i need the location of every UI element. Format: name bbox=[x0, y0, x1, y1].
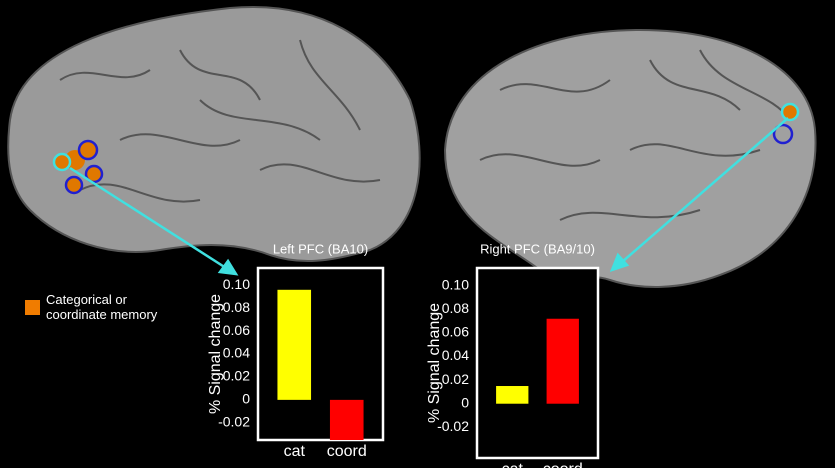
plot-frame bbox=[258, 268, 383, 440]
y-tick-label: 0.06 bbox=[223, 322, 250, 338]
bar bbox=[277, 290, 311, 400]
y-tick-label: 0.04 bbox=[223, 345, 250, 361]
brain-left bbox=[8, 7, 419, 261]
legend-label: Categorical or coordinate memory bbox=[46, 292, 166, 322]
chart-title: Left PFC (BA10) bbox=[273, 241, 368, 256]
x-tick-label: cat bbox=[502, 461, 524, 468]
x-tick-label: cat bbox=[284, 443, 306, 460]
x-tick-label: coord bbox=[543, 461, 583, 468]
chart-title: Right PFC (BA9/10) bbox=[480, 241, 595, 256]
y-tick-label: 0.10 bbox=[442, 276, 469, 292]
bar bbox=[330, 400, 364, 440]
figure: Left PFC (BA10)% Signal change-0.0200.02… bbox=[0, 0, 835, 468]
y-tick-label: 0 bbox=[461, 394, 469, 410]
chart: Left PFC (BA10)% Signal change-0.0200.02… bbox=[0, 0, 835, 468]
plot-frame bbox=[477, 268, 598, 458]
legend: Categorical or coordinate memory bbox=[25, 292, 166, 322]
legend-swatch bbox=[25, 300, 40, 315]
y-tick-label: 0.06 bbox=[442, 324, 469, 340]
y-tick-label: 0.04 bbox=[442, 347, 469, 363]
y-tick-label: 0 bbox=[242, 391, 250, 407]
bar bbox=[496, 386, 528, 404]
y-tick-label: 0.08 bbox=[223, 299, 250, 315]
y-axis-label: % Signal change bbox=[207, 294, 224, 414]
bar bbox=[547, 319, 579, 404]
y-tick-label: 0.02 bbox=[223, 368, 250, 384]
y-tick-label: -0.02 bbox=[218, 414, 250, 430]
y-tick-label: 0.10 bbox=[223, 276, 250, 292]
x-tick-label: coord bbox=[327, 443, 367, 460]
y-axis-label: % Signal change bbox=[426, 303, 443, 423]
y-tick-label: -0.02 bbox=[437, 418, 469, 434]
y-tick-label: 0.08 bbox=[442, 300, 469, 316]
y-tick-label: 0.02 bbox=[442, 371, 469, 387]
